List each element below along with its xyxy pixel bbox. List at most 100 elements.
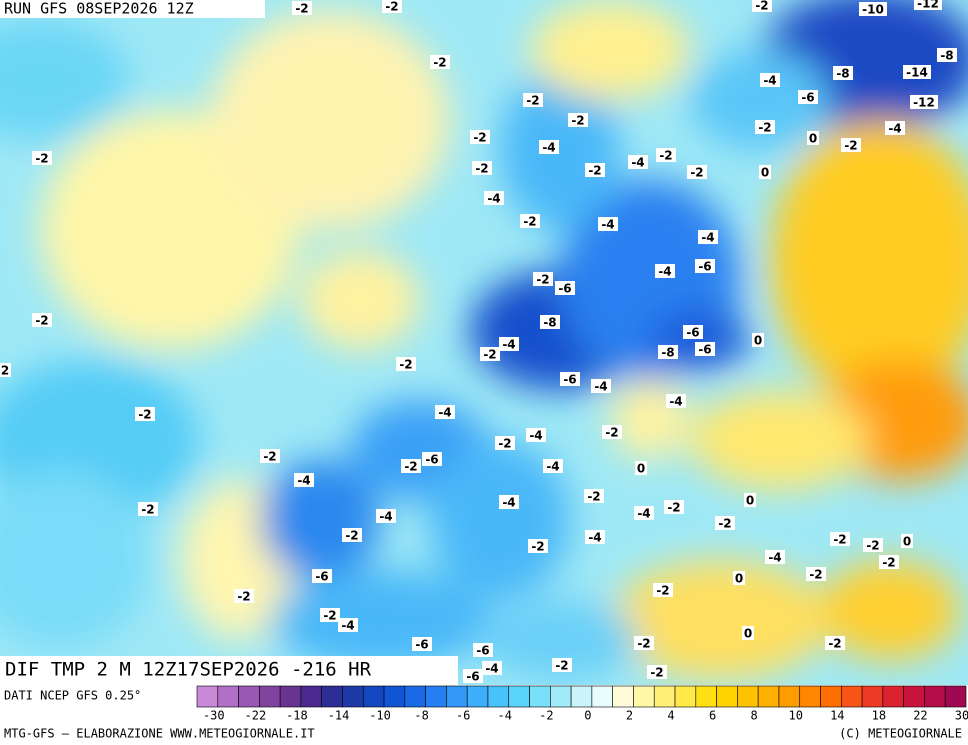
contour-label: -4	[502, 496, 515, 510]
color-swatch	[362, 685, 385, 708]
contour-label: 0	[754, 334, 762, 348]
color-swatch	[737, 685, 759, 708]
color-swatch	[217, 685, 239, 708]
contour-label: -6	[563, 373, 576, 387]
contour-label: -6	[686, 326, 699, 340]
color-swatch	[612, 685, 634, 708]
contour-label: -2	[659, 149, 672, 163]
color-swatch	[903, 685, 925, 708]
label-box	[666, 394, 686, 408]
contour-label: -2	[833, 533, 846, 547]
color-swatch	[861, 685, 884, 708]
label-box	[382, 0, 402, 13]
label-box	[658, 345, 678, 359]
contour-label: -4	[542, 141, 555, 155]
label-box	[634, 506, 654, 520]
contour-label: -2	[35, 314, 48, 328]
color-bar: -30 -22 -18 -14 -10 -8 -6 -4 -2 0 2 4 6 8 10 14 18 22 30	[196, 685, 968, 723]
label-box	[591, 379, 611, 393]
label-box	[656, 148, 676, 162]
label-box	[135, 407, 155, 421]
contour-label: -6	[476, 644, 489, 658]
label-box	[742, 626, 754, 640]
contour-label: -4	[669, 395, 682, 409]
color-swatch	[757, 685, 780, 708]
contour-label: -4	[379, 510, 392, 524]
label-box	[901, 534, 913, 548]
run-label: RUN GFS 08SEP2026 12Z	[4, 0, 194, 18]
map-title: DIF TMP 2 M 12Z17SEP2026 -216 HR	[5, 659, 372, 681]
contour-label: -2	[404, 460, 417, 474]
header-box	[0, 0, 265, 18]
contour-label: -2	[571, 114, 584, 128]
contour-label: -2	[536, 273, 549, 287]
label-box	[484, 191, 504, 205]
contour-label: -2	[667, 501, 680, 515]
label-box	[430, 55, 450, 69]
contour-label: -2	[809, 568, 822, 582]
color-swatch	[633, 685, 655, 708]
label-box	[473, 643, 493, 657]
label-box	[885, 121, 905, 135]
label-box	[695, 342, 715, 356]
contour-label: -8	[543, 316, 556, 330]
contour-label: -2	[588, 164, 601, 178]
label-box	[863, 538, 883, 552]
label-box	[715, 516, 735, 530]
contour-label: -2	[399, 358, 412, 372]
color-swatch	[778, 685, 801, 708]
colorbar-tick-label: 2	[626, 709, 633, 723]
label-box	[806, 567, 826, 581]
label-box	[760, 73, 780, 87]
contour-label: -2	[498, 437, 511, 451]
label-box	[482, 661, 502, 675]
colorbar-tick-label: -30	[203, 709, 225, 723]
contour-label: -2	[345, 529, 358, 543]
colorbar-tick-label: 22	[913, 709, 927, 723]
label-box	[841, 138, 861, 152]
color-swatch	[882, 685, 904, 708]
contour-label: -14	[906, 66, 928, 80]
contour-label: 0	[903, 535, 911, 549]
label-box	[584, 489, 604, 503]
contour-label: 0	[744, 627, 752, 641]
contour-label: 0	[761, 166, 769, 180]
contour-label: -4	[485, 662, 498, 676]
contour-label: 0	[735, 572, 743, 586]
label-box	[695, 259, 715, 273]
colorbar-tick-label: -2	[539, 709, 553, 723]
contour-label: -2	[433, 56, 446, 70]
label-box	[752, 333, 764, 347]
label-box	[560, 372, 580, 386]
title-box	[0, 656, 458, 685]
label-box	[655, 264, 675, 278]
contour-label: -2	[605, 426, 618, 440]
contour-label: -2	[844, 139, 857, 153]
color-swatch	[487, 685, 510, 708]
label-box	[664, 500, 684, 514]
contour-label: -6	[425, 453, 438, 467]
contour-label: -4	[341, 619, 354, 633]
contour-label: -4	[768, 551, 781, 565]
label-box	[338, 618, 358, 632]
color-swatch	[425, 685, 447, 708]
contour-label: -2	[523, 215, 536, 229]
contour-label: -4	[438, 406, 451, 420]
color-swatch	[279, 685, 302, 708]
contour-label: -8	[661, 346, 674, 360]
contour-label: -12	[917, 0, 939, 11]
color-swatch	[529, 685, 551, 708]
label-box	[653, 583, 673, 597]
label-box	[555, 281, 575, 295]
colorbar-tick-label: -6	[456, 709, 470, 723]
label-box	[830, 532, 850, 546]
contour-label: -2	[141, 503, 154, 517]
color-swatch	[570, 685, 593, 708]
label-box	[937, 48, 957, 62]
label-box	[825, 636, 845, 650]
label-box	[687, 165, 707, 179]
label-box	[903, 65, 931, 79]
map-field	[0, 0, 968, 685]
contour-label: -2	[263, 450, 276, 464]
